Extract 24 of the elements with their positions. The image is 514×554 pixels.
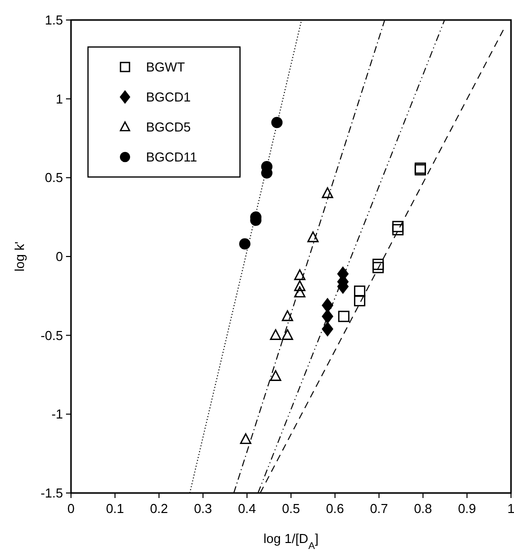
x-tick-label: 0.2 bbox=[150, 501, 168, 516]
x-tick-label: 0.8 bbox=[414, 501, 432, 516]
x-tick-label: 0 bbox=[67, 501, 75, 516]
x-tick-label: 0.3 bbox=[194, 501, 212, 516]
y-tick-label: 0.5 bbox=[44, 170, 63, 186]
y-tick-label: 1.5 bbox=[44, 12, 63, 28]
x-tick-label: 0.4 bbox=[238, 501, 256, 516]
y-tick-label: 1 bbox=[56, 91, 63, 106]
x-tick-label: 0.9 bbox=[458, 501, 476, 516]
x-tick-label: 0.5 bbox=[282, 501, 300, 516]
x-axis-title: log 1/[D$_{A}$] bbox=[264, 531, 318, 552]
x-tick-label: 1 bbox=[507, 501, 514, 516]
x-tick-label: 0.6 bbox=[326, 501, 344, 516]
legend-label: BGWT bbox=[146, 60, 186, 75]
legend-label: BGCD5 bbox=[146, 120, 191, 135]
y-tick-label: -1.5 bbox=[40, 486, 63, 501]
y-tick-label: -1 bbox=[51, 406, 63, 422]
legend-label: BGCD1 bbox=[146, 90, 191, 105]
x-tick-label: 0.7 bbox=[370, 501, 388, 516]
y-axis-title: log k' bbox=[12, 242, 27, 272]
legend-label: BGCD11 bbox=[146, 150, 198, 165]
x-tick-label: 0.1 bbox=[106, 501, 124, 516]
y-tick-label: 0 bbox=[56, 249, 63, 264]
y-tick-label: -0.5 bbox=[40, 328, 63, 343]
